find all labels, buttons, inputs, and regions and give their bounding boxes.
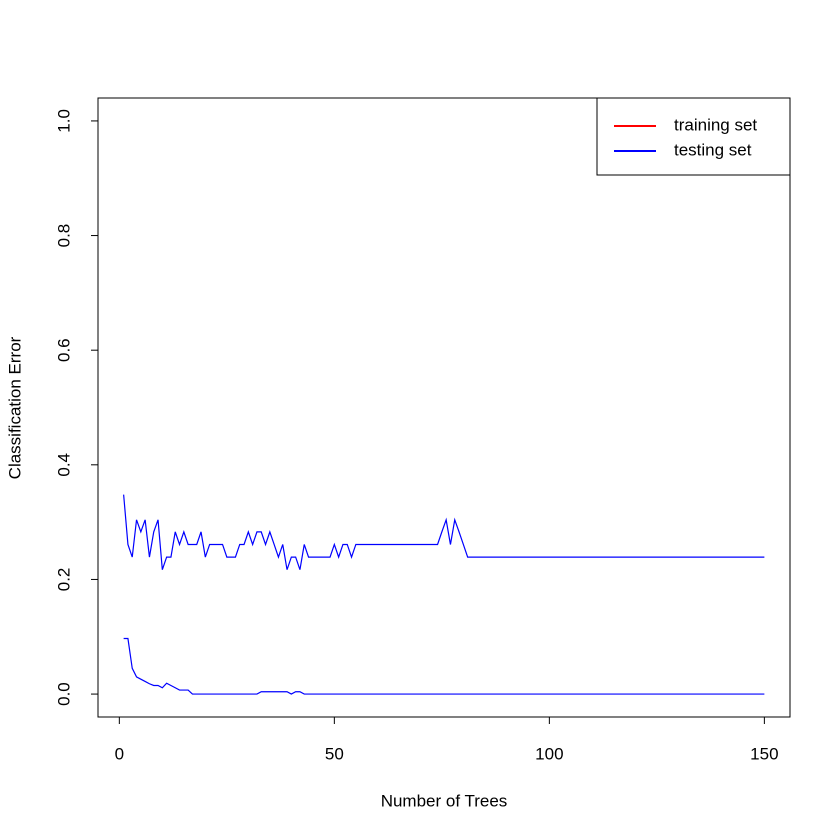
- y-tick-label: 0.2: [54, 568, 73, 592]
- plot-frame: [97, 97, 791, 718]
- legend-label: testing set: [674, 140, 752, 159]
- y-tick-label: 0.0: [54, 682, 73, 706]
- y-tick-label: 0.6: [54, 338, 73, 362]
- x-axis-label: Number of Trees: [381, 791, 508, 810]
- y-axis-label: Classification Error: [5, 336, 24, 479]
- y-tick-label: 1.0: [54, 109, 73, 133]
- data-line: [123, 494, 765, 570]
- legend-box: [596, 97, 791, 176]
- y-tick-label: 0.4: [54, 453, 73, 477]
- x-tick-label: 50: [325, 744, 344, 763]
- legend-label: training set: [674, 115, 757, 134]
- x-tick-label: 0: [115, 744, 124, 763]
- x-tick-label: 100: [535, 744, 563, 763]
- x-tick-label: 150: [750, 744, 778, 763]
- data-line: [123, 637, 765, 695]
- y-tick-label: 0.8: [54, 224, 73, 248]
